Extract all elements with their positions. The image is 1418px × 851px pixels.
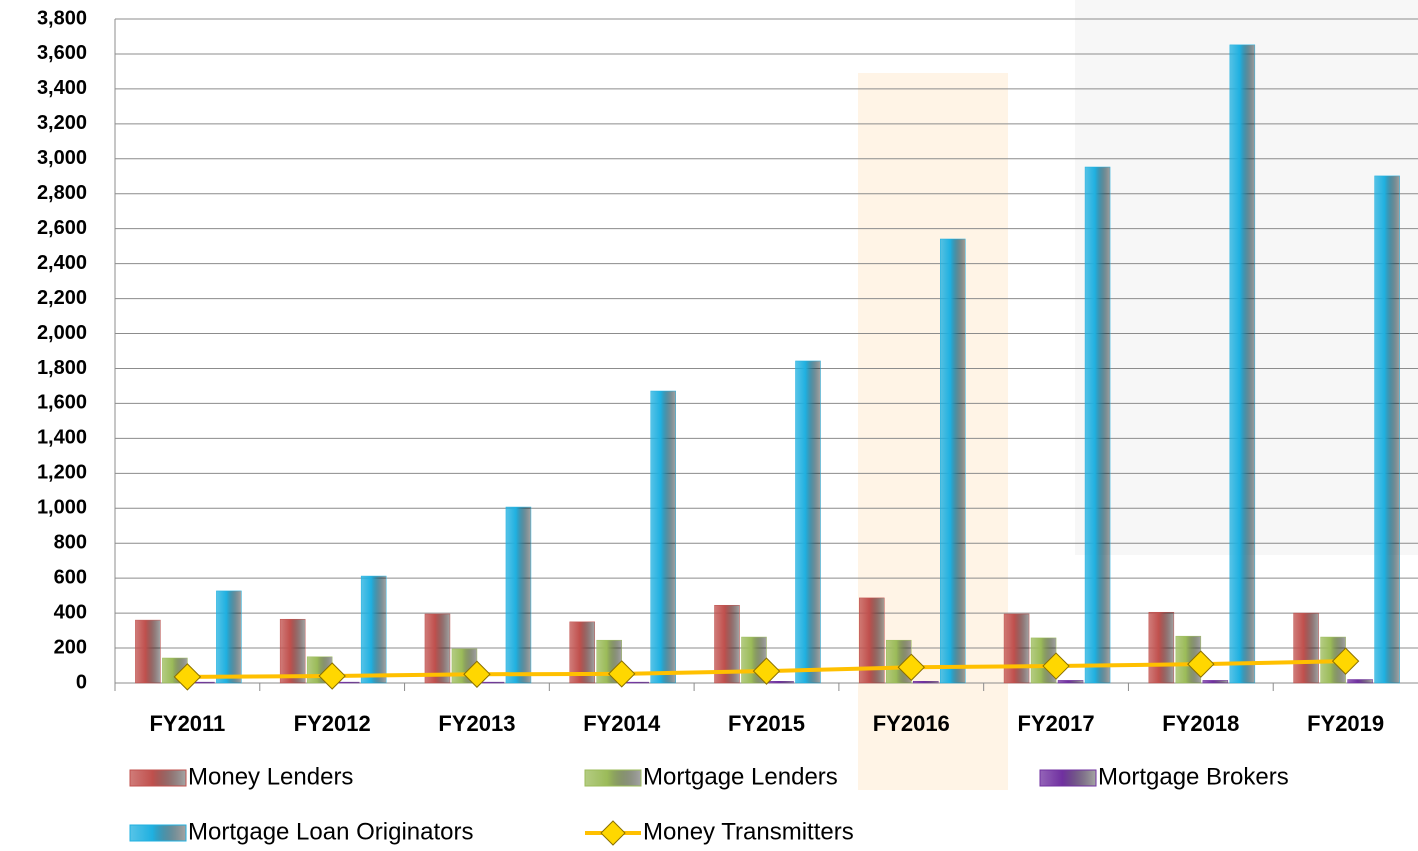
bar	[1202, 680, 1229, 684]
bar	[279, 618, 306, 684]
y-tick-label: 1,200	[37, 462, 87, 484]
bar	[216, 590, 242, 684]
bar	[940, 238, 966, 684]
x-tick-label: FY2017	[1018, 711, 1095, 736]
y-tick-label: 600	[54, 566, 87, 588]
y-tick-label: 400	[54, 601, 87, 623]
y-tick-label: 2,200	[37, 287, 87, 309]
y-tick-label: 3,800	[37, 7, 87, 29]
x-tick-label: FY2016	[873, 711, 950, 736]
bar	[1084, 166, 1111, 684]
x-tick-label: FY2015	[728, 711, 805, 736]
bar	[1293, 612, 1319, 684]
marker	[318, 662, 346, 690]
x-tick-label: FY2018	[1162, 711, 1239, 736]
legend-label: Mortgage Loan Originators	[188, 818, 474, 845]
bar	[478, 681, 505, 684]
marker	[463, 660, 491, 688]
x-tick-label: FY2012	[294, 711, 371, 736]
marker	[1187, 650, 1215, 678]
legend-swatch	[129, 769, 187, 787]
y-tick-label: 1,400	[37, 427, 87, 449]
x-tick-label: FY2011	[149, 711, 225, 736]
legend-label: Mortgage Brokers	[1098, 763, 1289, 790]
bar	[1057, 680, 1084, 684]
bar	[360, 575, 387, 684]
bar	[505, 506, 532, 684]
legend-swatch	[129, 824, 187, 842]
bar	[795, 360, 821, 684]
y-tick-label: 3,200	[37, 112, 87, 134]
y-tick-label: 1,800	[37, 357, 87, 379]
bar	[1148, 611, 1175, 684]
bar	[1347, 679, 1373, 684]
bar	[913, 681, 939, 684]
marker	[1042, 652, 1070, 680]
x-tick-label: FY2013	[438, 711, 515, 736]
legend-label: Money Lenders	[188, 763, 353, 790]
y-tick-label: 3,600	[37, 42, 87, 64]
legend-swatch	[600, 820, 626, 846]
legend-label: Mortgage Lenders	[643, 763, 838, 790]
legend-swatch	[1039, 769, 1097, 787]
y-tick-label: 2,600	[37, 217, 87, 239]
y-tick-label: 3,000	[37, 147, 87, 169]
bar	[623, 681, 649, 684]
bar	[135, 619, 161, 684]
legend-label: Money Transmitters	[643, 818, 854, 845]
bar	[1229, 44, 1256, 684]
marker	[1331, 647, 1360, 675]
y-tick-label: 2,400	[37, 252, 87, 274]
marker	[897, 653, 925, 681]
y-tick-label: 200	[54, 636, 87, 658]
marker	[608, 660, 636, 688]
y-tick-label: 0	[76, 671, 87, 693]
bar	[424, 613, 451, 684]
bar	[1374, 175, 1400, 684]
marker	[173, 663, 202, 691]
x-tick-label: FY2014	[583, 711, 661, 736]
bar	[768, 681, 794, 684]
y-tick-label: 800	[54, 531, 87, 553]
bar	[1003, 613, 1030, 684]
y-tick-label: 1,000	[37, 497, 87, 519]
bar	[650, 390, 676, 684]
y-tick-label: 3,400	[37, 77, 87, 99]
y-tick-label: 1,600	[37, 392, 87, 414]
y-tick-label: 2,000	[37, 322, 87, 344]
legend-swatch	[584, 769, 642, 787]
marker	[752, 657, 781, 685]
x-tick-label: FY2019	[1307, 711, 1384, 736]
y-tick-label: 2,800	[37, 182, 87, 204]
